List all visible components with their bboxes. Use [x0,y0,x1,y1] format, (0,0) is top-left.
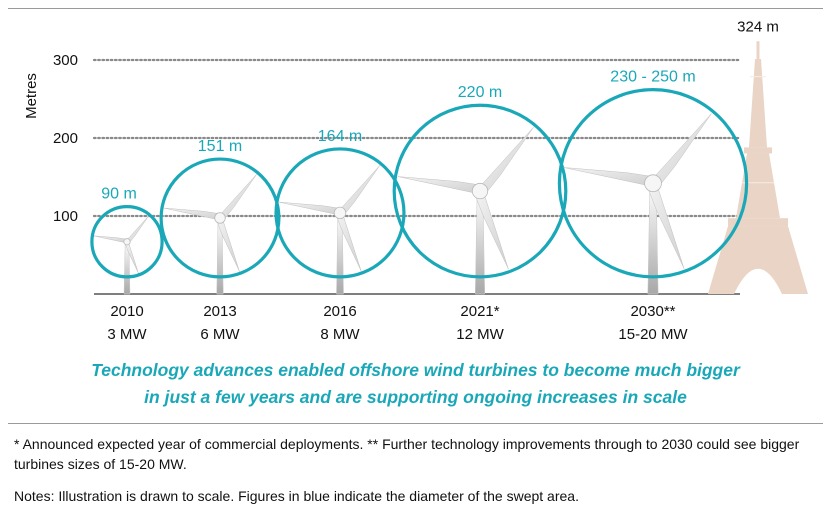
tower-platform-2 [744,147,772,154]
tagline-line-2: in just a few years and are supporting o… [144,387,687,407]
turbine-blade-5-1 [650,113,712,188]
turbine-blade-1-3 [93,235,128,244]
y-tick-300: 300 [53,52,78,69]
footnote-asterisks: * Announced expected year of commercial … [14,436,800,472]
turbine-blade-1-1 [125,215,150,244]
year-label-5: 2030** [630,303,675,320]
diameter-label-4: 220 m [458,84,502,101]
tower-upper-shaft [749,58,767,148]
labels: Metres 100 200 300 324 m 90 m 2010 3 MW 151 m 201… [23,18,779,343]
turbine-blade-4-3 [397,176,482,195]
year-label-4: 2021* [460,303,499,320]
turbine-blade-2-3 [163,207,222,221]
footnote-notes: Notes: Illustration is drawn to scale. F… [14,488,579,504]
year-label-2: 2013 [203,303,236,320]
turbine-hub-1 [123,238,131,246]
diameter-label-5: 230 - 250 m [610,69,695,86]
capacity-label-3: 8 MW [320,326,360,343]
tagline-line-1: Technology advances enabled offshore win… [91,360,740,380]
turbine-1 [90,205,164,295]
y-tick-100: 100 [53,208,78,225]
swept-area-circle-5 [557,88,749,279]
turbine-scale-chart: Metres 100 200 300 324 m 90 m 2010 3 MW 151 m 201… [23,18,808,343]
turbine-hub-5 [644,174,662,193]
turbine-blade-3-3 [278,201,342,216]
top-divider [8,8,823,9]
capacity-label-5: 15-20 MW [618,326,688,343]
y-tick-200: 200 [53,130,78,147]
diameter-label-3: 164 m [318,128,362,145]
swept-area-circle-1 [90,205,164,279]
turbine-4 [392,103,568,295]
swept-area-circle-4 [392,103,568,279]
turbine-hub-3 [333,206,347,220]
tower-platform-1 [728,218,788,227]
year-label-3: 2016 [323,303,356,320]
capacity-label-2: 6 MW [200,326,240,343]
tower-height-label: 324 m [737,18,779,35]
turbine-3 [274,147,406,295]
tower-antenna [756,41,760,59]
turbine-blade-5-3 [563,167,655,187]
turbine-blade-3-1 [337,165,381,217]
tower-legs [708,226,808,294]
diameter-label-2: 151 m [198,138,242,155]
turbine-blade-2-1 [218,174,257,221]
swept-area-circle-2 [159,157,281,279]
year-label-1: 2010 [110,303,143,320]
footnote-divider [8,423,823,424]
turbine-hub-4 [471,182,489,200]
turbine-2 [159,157,281,295]
capacity-label-1: 3 MW [107,326,147,343]
capacity-label-4: 12 MW [456,326,504,343]
eiffel-tower [708,41,808,294]
diameter-label-1: 90 m [101,186,137,203]
turbine-hub-2 [214,212,226,224]
swept-area-circle-3 [274,147,406,279]
y-axis-title: Metres [23,73,40,119]
turbine-5 [557,88,749,295]
turbines [90,88,749,295]
